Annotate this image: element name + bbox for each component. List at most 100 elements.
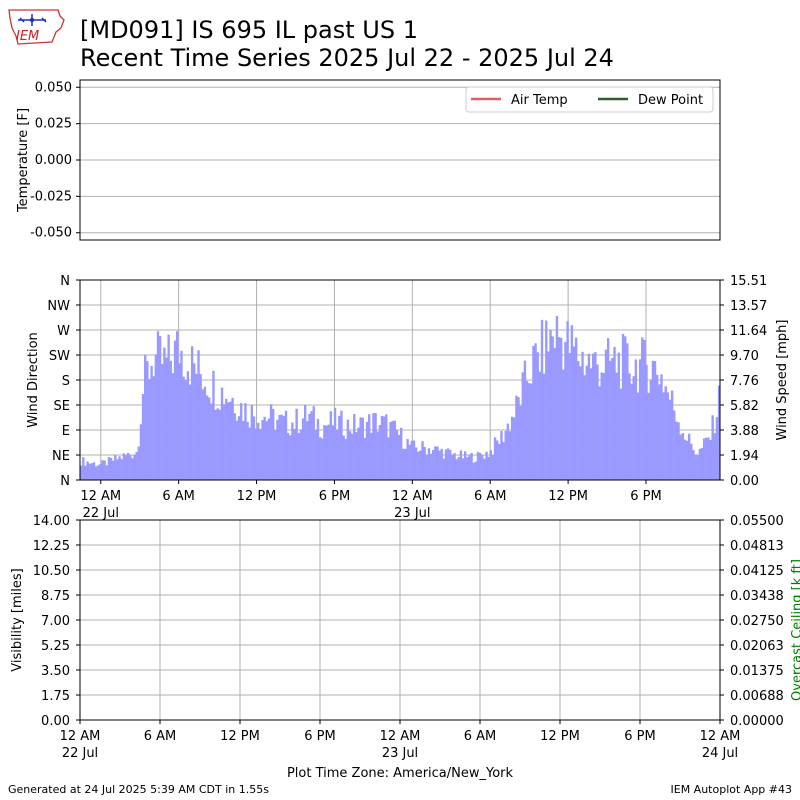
wind-speed-bar (442, 458, 446, 480)
wind-speed-bar (237, 416, 241, 480)
wind-speed-bar (705, 437, 708, 480)
iem-logo: IEM (8, 9, 65, 45)
wind-speed-bar (500, 431, 503, 480)
wind-speed-bar (621, 333, 625, 480)
wind-speed-bar (585, 365, 588, 480)
wind-speed-bar (638, 359, 642, 480)
wind-speed-bar (562, 369, 565, 480)
wind-speed-bar (630, 383, 633, 480)
wind-speed-bar (641, 337, 644, 480)
wind-speed-bar (82, 457, 85, 480)
wind-speed-bar (393, 420, 396, 480)
wind-speed-bar (564, 342, 567, 480)
temp-ytick-label: 0.000 (35, 153, 72, 168)
wind-speed-bar (197, 350, 200, 480)
ceiling-tick-label: 0.01375 (730, 664, 784, 679)
wind-speed-bar (80, 465, 83, 480)
wind-speed-bar (421, 441, 424, 480)
wind-speed-bar (572, 346, 576, 480)
wind-speed-bar (133, 454, 136, 480)
wind-speed-bar (126, 452, 130, 480)
wind-speed-bar (553, 347, 556, 480)
wind-direction-ylabel: Wind Direction (26, 332, 41, 428)
wind-speed-bar (348, 431, 352, 480)
wind-xtick-sublabel: 23 Jul (394, 506, 430, 521)
wind-speed-bar (589, 368, 593, 480)
wind-speed-bar (229, 401, 232, 480)
wind-speed-bar (321, 438, 324, 480)
generated-timestamp: Generated at 24 Jul 2025 5:39 AM CDT in … (8, 783, 269, 796)
wind-speed-bar (493, 437, 497, 480)
wind-speed-bar (523, 360, 527, 480)
wind-speed-bar (299, 429, 303, 480)
wind-speed-bar (568, 353, 571, 480)
wind-speed-bar (246, 421, 249, 480)
wind-speed-bar (466, 457, 469, 480)
wind-speed-bar (643, 340, 646, 480)
wind-speed-bar (387, 437, 390, 480)
wind-speed-bar (389, 421, 392, 480)
wind-speed-bar (169, 360, 172, 480)
wind-speed-bar (276, 419, 279, 480)
wind-speed-bar (323, 425, 326, 480)
wind-speed-bar (135, 451, 138, 480)
wind-speed-bar (242, 421, 245, 480)
wind-speed-bar (274, 430, 277, 480)
wind-speed-bar (624, 336, 627, 480)
wind-speed-bar (427, 448, 431, 480)
wind-speed-bar (502, 442, 505, 480)
vis-xtick-sublabel: 22 Jul (62, 746, 98, 761)
vis-xtick-label: 6 AM (144, 729, 177, 744)
ceiling-tick-label: 0.04813 (730, 539, 784, 554)
wind-speed-bar (579, 366, 582, 480)
wind-speed-bar (457, 457, 460, 480)
wind-xtick-label: 6 PM (319, 489, 350, 504)
wind-speed-tick-label: 13.57 (730, 299, 767, 314)
wind-speed-bar (664, 386, 667, 480)
wind-speed-bar (101, 460, 104, 480)
vis-xtick-label: 12 PM (540, 729, 580, 744)
wind-speed-bar (370, 432, 373, 480)
wind-speed-bar (112, 460, 115, 480)
wind-speed-bar (611, 358, 614, 480)
wind-speed-bar (97, 465, 100, 480)
iem-logo-text: IEM (16, 29, 39, 44)
wind-speed-bar (99, 464, 102, 480)
chart-title-line2: Recent Time Series 2025 Jul 22 - 2025 Ju… (80, 44, 614, 72)
wind-speed-bar (363, 437, 367, 480)
wind-speed-bar (656, 374, 659, 480)
wind-speed-bar (212, 370, 215, 480)
wind-direction-tick-label: S (62, 374, 70, 389)
wind-direction-tick-label: N (60, 474, 70, 489)
wind-speed-bar (429, 453, 433, 480)
wind-speed-bar (423, 446, 426, 480)
vis-xtick-label: 6 PM (624, 729, 655, 744)
wind-speed-bar (685, 440, 689, 480)
wind-speed-bar (560, 337, 563, 480)
wind-speed-bar (359, 417, 362, 480)
wind-speed-bar (702, 438, 706, 480)
wind-speed-bar (368, 414, 371, 480)
wind-speed-bar (459, 450, 463, 480)
temp-ytick-label: 0.050 (35, 80, 72, 95)
wind-speed-bar (284, 410, 288, 480)
wind-speed-bar (92, 462, 96, 480)
wind-speed-bar (378, 424, 382, 480)
wind-speed-bar (225, 398, 228, 480)
wind-speed-bar (483, 458, 486, 480)
wind-speed-bar (707, 437, 710, 480)
wind-speed-bar (278, 414, 281, 480)
wind-speed-bar (675, 421, 678, 480)
wind-speed-tick-label: 7.76 (730, 374, 759, 389)
wind-speed-bar (545, 320, 548, 480)
wind-speed-bar (406, 439, 409, 480)
visibility-tick-label: 7.00 (41, 614, 70, 629)
wind-speed-bar (272, 408, 275, 480)
wind-speed-bar (583, 375, 586, 480)
wind-speed-bar (449, 449, 452, 480)
wind-speed-bar (282, 416, 286, 480)
wind-speed-bar (286, 432, 290, 480)
wind-speed-bar (180, 350, 183, 480)
vis-xtick-sublabel: 23 Jul (382, 746, 418, 761)
